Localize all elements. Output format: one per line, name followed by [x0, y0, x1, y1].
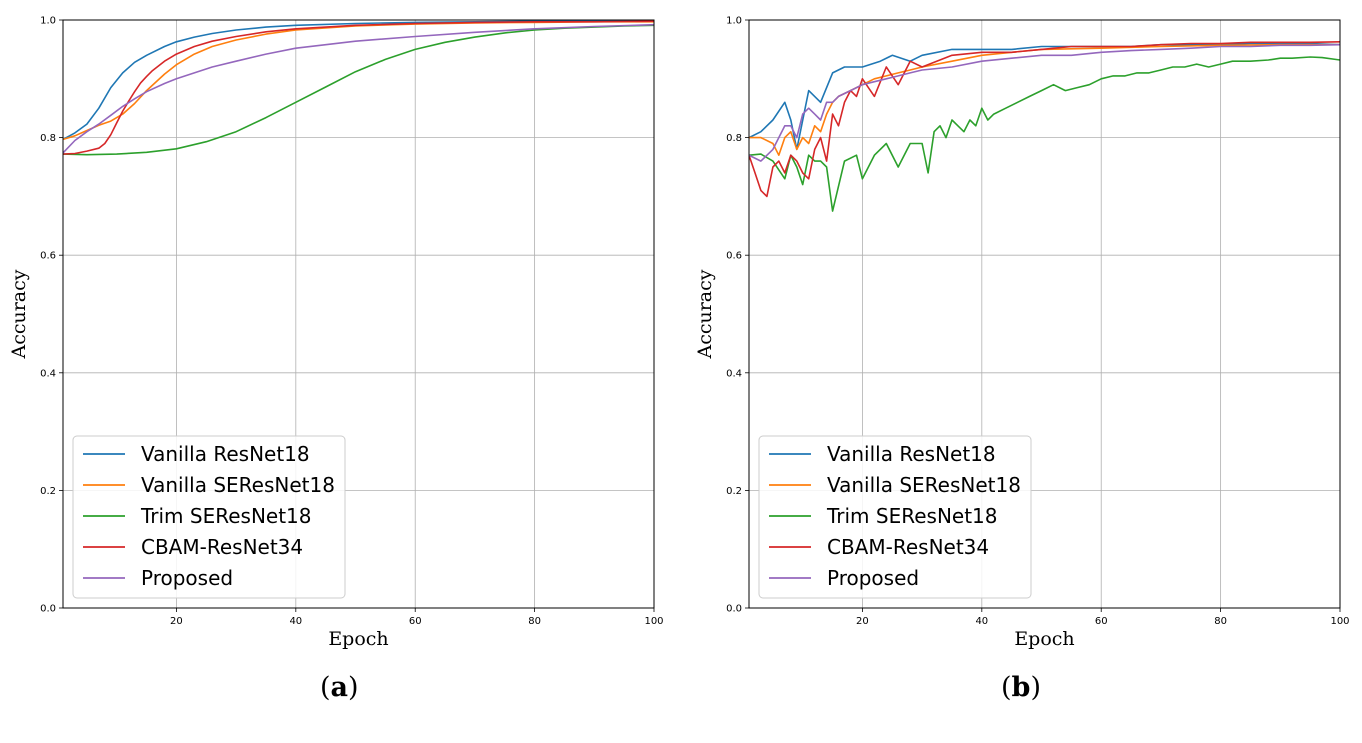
chart-b-legend-label-2: Vanilla SEResNet18: [827, 473, 1021, 497]
chart-a-ytick-label: 1.0: [40, 16, 56, 27]
chart-a-xtick-label: 60: [409, 616, 422, 627]
chart-a-ytick-label: 0.4: [40, 368, 56, 379]
chart-a-series-line-1: [63, 20, 654, 141]
panel-label-b: (b): [1001, 672, 1041, 703]
panel-label-a: (a): [320, 672, 359, 703]
chart-b-y-axis-label: Accuracy: [694, 269, 716, 359]
chart-b-xtick-label: 100: [1330, 616, 1349, 627]
chart-panel-b: 0.0 0.2 0.4 0.6 0.8 1.0 20 40 60 80 100 Epoch Accura…: [681, 0, 1362, 738]
chart-a-ytick-label: 0.8: [40, 133, 56, 144]
chart-a-ytick-label: 0.2: [40, 486, 56, 497]
chart-b-legend-label-5: Proposed: [827, 566, 919, 590]
chart-b-xtick-label: 80: [1214, 616, 1227, 627]
chart-b-series-group: [749, 41, 1340, 212]
chart-b-series-line-5: [749, 43, 1340, 162]
chart-a-legend-label-5: Proposed: [141, 566, 233, 590]
chart-b-series-line-4: [749, 41, 1340, 198]
chart-b-legend-label-1: Vanilla ResNet18: [827, 442, 996, 466]
chart-b-xtick-label: 60: [1095, 616, 1108, 627]
chart-a-legend-label-3: Trim SEResNet18: [140, 504, 312, 528]
chart-b-legend-label-3: Trim SEResNet18: [826, 504, 998, 528]
chart-a-series-line-2: [63, 20, 654, 141]
chart-a-xtick-label: 20: [170, 616, 183, 627]
chart-b-ytick-label: 0.6: [726, 251, 742, 262]
chart-a-legend-label-1: Vanilla ResNet18: [141, 442, 310, 466]
chart-b-ytick-label: 0.0: [726, 604, 742, 615]
chart-b-svg: 0.0 0.2 0.4 0.6 0.8 1.0 20 40 60 80 100 Epoch Accura…: [694, 16, 1350, 651]
chart-b-series-line-1: [749, 42, 1340, 151]
chart-b-x-axis-label: Epoch: [1014, 628, 1074, 650]
chart-a-legend-box: [72, 435, 346, 599]
chart-b-xtick-label: 40: [975, 616, 988, 627]
chart-a-legend-label-2: Vanilla SEResNet18: [141, 473, 335, 497]
chart-b-legend-label-4: CBAM-ResNet34: [827, 535, 989, 559]
chart-a-xtick-label: 100: [644, 616, 663, 627]
chart-b-ytick-label: 0.4: [726, 368, 742, 379]
chart-a-series-group: [63, 20, 654, 156]
chart-a-ytick-label: 0.6: [40, 251, 56, 262]
chart-a-legend-label-4: CBAM-ResNet34: [141, 535, 303, 559]
chart-a-xtick-label: 80: [528, 616, 541, 627]
chart-a-series-line-5: [63, 23, 654, 154]
chart-a-x-axis-label: Epoch: [328, 628, 388, 650]
chart-a-svg: 0.0 0.2 0.4 0.6 0.8 1.0 20 40 60 80 100 Epoch Accura…: [8, 16, 664, 651]
chart-a-ytick-label: 0.0: [40, 604, 56, 615]
chart-b-series-line-3: [749, 56, 1340, 212]
chart-b-axes-frame: [748, 19, 1341, 609]
chart-b-ytick-label: 0.2: [726, 486, 742, 497]
chart-a-xtick-label: 40: [289, 616, 302, 627]
chart-b-xtick-label: 20: [856, 616, 869, 627]
chart-a-axes-frame: [62, 19, 655, 609]
chart-b-ytick-label: 1.0: [726, 16, 742, 27]
chart-a-y-axis-label: Accuracy: [8, 269, 30, 359]
chart-b-legend-box: [758, 435, 1032, 599]
chart-a-series-line-4: [63, 20, 654, 155]
chart-b-ytick-label: 0.8: [726, 133, 742, 144]
chart-panel-a: 0.0 0.2 0.4 0.6 0.8 1.0 20 40 60 80 100 Epoch Accura…: [0, 0, 681, 738]
